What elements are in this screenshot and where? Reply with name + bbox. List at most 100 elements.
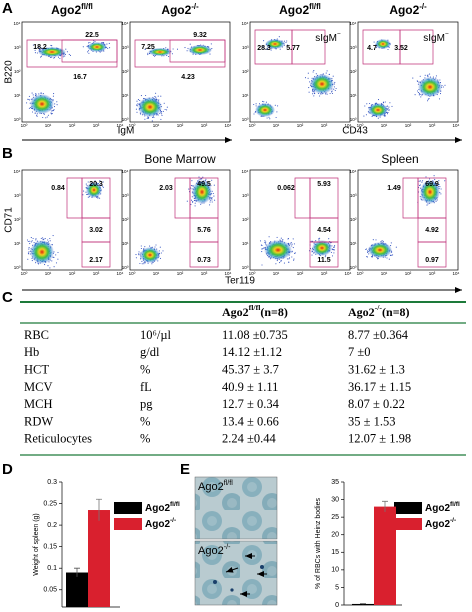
event-dot [263, 40, 265, 42]
event-dot [312, 71, 314, 73]
event-dot [135, 257, 137, 259]
axis-tick-label: 10⁴ [117, 123, 124, 128]
event-dot [34, 47, 36, 50]
micrograph [194, 476, 278, 540]
event-dot [334, 89, 336, 92]
event-dot [186, 200, 188, 202]
axis-tick-label: 10² [405, 123, 412, 128]
event-dot [151, 120, 153, 122]
axis-title: CD71 [4, 207, 15, 233]
event-dot [194, 202, 196, 204]
y-tick-label: 35 [331, 479, 339, 486]
event-dot [34, 112, 36, 114]
event-dot [293, 258, 295, 260]
event-dot [99, 180, 101, 182]
event-dot [64, 55, 66, 57]
event-dot [419, 180, 422, 182]
y-tick-label: 0.2 [47, 522, 57, 529]
event-dot [392, 254, 394, 256]
event-dot [426, 204, 428, 206]
event-dot [444, 180, 446, 182]
event-dot [36, 114, 38, 116]
axis-tick-label: 10¹ [45, 123, 52, 128]
event-dot [168, 55, 170, 58]
event-dot [143, 261, 145, 263]
label: Ago2-/- [198, 543, 231, 557]
heinz-markers [213, 553, 267, 597]
axis-tick-label: 10² [122, 217, 129, 222]
table-cell: Reticulocytes [24, 432, 92, 446]
event-dot [26, 102, 28, 104]
table-cell: 31.62 ± 1.3 [348, 362, 405, 376]
event-dot [36, 52, 38, 54]
axis-title: B220 [4, 60, 15, 84]
event-dot [213, 184, 215, 186]
table-cell: % [140, 432, 150, 446]
event-dot [29, 243, 31, 245]
event-dot [102, 41, 104, 44]
axis-tick-label: 10² [69, 271, 76, 276]
event-dot [291, 243, 293, 245]
event-dot [139, 99, 141, 102]
event-dot [421, 94, 423, 96]
event-dot [312, 91, 314, 93]
density [140, 247, 160, 263]
event-dot [30, 241, 32, 243]
event-dot [427, 100, 429, 102]
event-dot [147, 52, 149, 54]
event-dot [139, 262, 141, 265]
event-dot [139, 113, 142, 115]
table-cell: 12.07 ± 1.98 [348, 432, 411, 446]
axis-tick-label: 10⁰ [21, 271, 28, 276]
event-dot [154, 246, 156, 248]
gate-value: 5.76 [197, 227, 211, 234]
event-dot [266, 47, 268, 49]
axis-tick-label: 10¹ [153, 271, 160, 276]
y-tick-label: 5 [335, 584, 339, 591]
event-dot [325, 72, 327, 74]
event-dot [144, 246, 146, 248]
event-dot [155, 244, 157, 246]
label-sup: -/- [191, 2, 199, 11]
density [265, 39, 285, 49]
axis-tick-label: 10² [242, 69, 249, 74]
event-dot [444, 84, 446, 86]
event-dot [37, 263, 40, 265]
event-dot [312, 240, 314, 242]
event-dot [253, 103, 255, 106]
event-dot [40, 92, 42, 94]
event-dot [141, 263, 143, 265]
event-dot [291, 256, 293, 258]
event-dot [288, 257, 291, 259]
axis-tick-label: 10¹ [350, 241, 357, 246]
event-dot [31, 240, 33, 242]
event-dot [426, 75, 428, 77]
event-dot [162, 110, 164, 112]
event-dot [88, 52, 90, 54]
label-base: sIgM [423, 33, 445, 44]
event-dot [416, 90, 419, 92]
axis-tick-label: 10⁰ [357, 271, 364, 276]
bar [352, 603, 374, 605]
event-dot [198, 179, 200, 181]
axis-tick-label: 10⁴ [242, 169, 249, 174]
event-dot [416, 80, 418, 82]
event-dot [184, 47, 186, 49]
event-dot [144, 262, 146, 264]
event-dot [377, 99, 380, 101]
event-dot [136, 111, 138, 113]
density [312, 240, 332, 256]
event-dot [141, 260, 143, 262]
label-base: Ago2 [425, 503, 450, 514]
event-dot [51, 260, 53, 262]
event-dot [52, 235, 54, 237]
event-dot [435, 75, 437, 77]
density [420, 180, 440, 204]
axis-tick-label: 10⁴ [225, 123, 232, 128]
table-cell: MCV [24, 380, 52, 394]
event-dot [198, 176, 200, 178]
axis-tick-label: 10¹ [381, 271, 388, 276]
event-dot [334, 245, 336, 247]
event-dot [55, 254, 57, 256]
